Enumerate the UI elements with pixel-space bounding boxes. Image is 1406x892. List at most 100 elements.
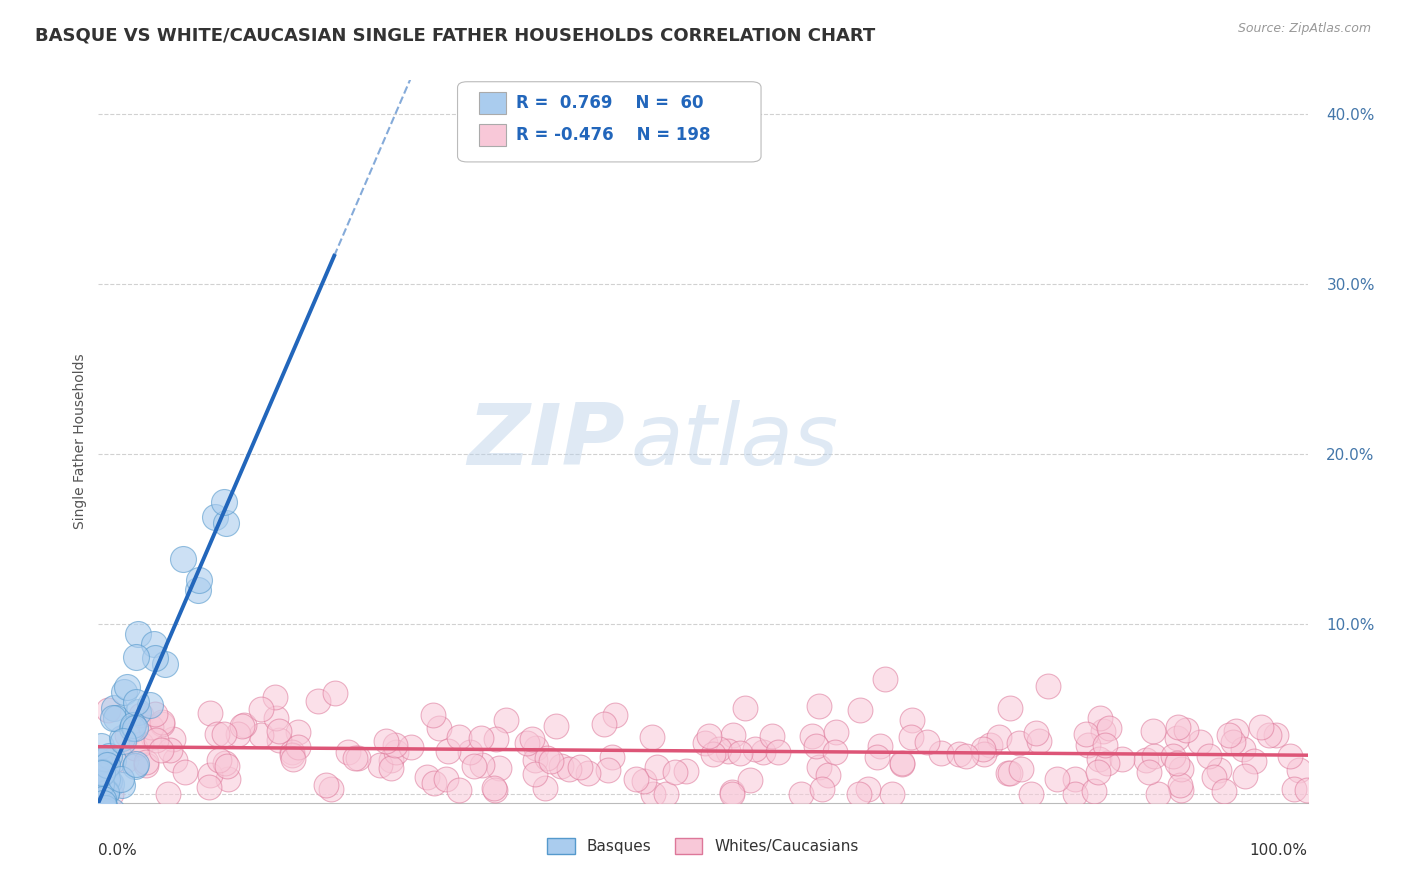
Point <box>233 718 256 732</box>
Point <box>447 783 470 797</box>
Point <box>808 699 831 714</box>
Point <box>212 495 235 509</box>
Point <box>385 745 408 759</box>
Point <box>287 740 309 755</box>
Point <box>135 757 157 772</box>
Point <box>578 765 600 780</box>
Point <box>1213 784 1236 798</box>
Point <box>1170 762 1192 776</box>
Point <box>380 753 402 767</box>
Point <box>212 727 235 741</box>
Point <box>173 764 195 779</box>
Point <box>94 805 117 819</box>
Point <box>534 780 557 795</box>
Point <box>214 516 236 531</box>
Point <box>997 765 1019 780</box>
Text: atlas: atlas <box>630 400 838 483</box>
Point <box>110 772 132 786</box>
Point <box>422 776 444 790</box>
Point <box>101 805 124 819</box>
Point <box>569 760 592 774</box>
FancyBboxPatch shape <box>479 124 506 146</box>
Point <box>544 719 567 733</box>
Point <box>101 753 124 767</box>
Point <box>91 796 114 810</box>
Point <box>655 787 678 801</box>
Point <box>87 805 110 819</box>
Point <box>269 733 291 747</box>
Point <box>1098 721 1121 735</box>
Point <box>90 805 112 819</box>
Point <box>399 739 422 754</box>
Point <box>720 785 742 799</box>
Point <box>1222 735 1244 749</box>
Point <box>1083 784 1105 798</box>
Point <box>520 731 543 746</box>
Point <box>596 764 619 778</box>
Point <box>384 738 406 752</box>
Point <box>89 790 111 805</box>
Point <box>90 800 112 814</box>
Point <box>734 701 756 715</box>
Point <box>766 745 789 759</box>
Point <box>115 753 138 767</box>
Point <box>97 702 120 716</box>
FancyBboxPatch shape <box>457 82 761 162</box>
Point <box>1064 772 1087 786</box>
Point <box>287 725 309 739</box>
Point <box>873 673 896 687</box>
Point <box>806 739 828 753</box>
Point <box>141 731 163 745</box>
Point <box>740 772 762 787</box>
Point <box>1111 752 1133 766</box>
Point <box>207 753 229 767</box>
Point <box>1025 726 1047 740</box>
Point <box>111 778 134 792</box>
Point <box>1218 728 1240 742</box>
Point <box>267 723 290 738</box>
Point <box>100 787 122 801</box>
Point <box>321 781 343 796</box>
Point <box>437 744 460 758</box>
Point <box>1094 738 1116 752</box>
Point <box>973 747 995 761</box>
Point <box>228 727 250 741</box>
Point <box>824 725 846 739</box>
Point <box>343 751 366 765</box>
Point <box>811 782 834 797</box>
Point <box>1091 723 1114 738</box>
Point <box>205 727 228 741</box>
Point <box>94 785 117 799</box>
Point <box>111 731 134 745</box>
Point <box>697 730 720 744</box>
Point <box>250 728 273 742</box>
Point <box>675 764 697 779</box>
Point <box>124 759 146 773</box>
Point <box>96 758 118 772</box>
Point <box>122 717 145 731</box>
Point <box>94 783 117 797</box>
Point <box>728 746 751 760</box>
Point <box>103 701 125 715</box>
Point <box>96 772 118 786</box>
Point <box>540 754 562 768</box>
Point <box>125 650 148 665</box>
Point <box>1202 770 1225 784</box>
Text: R =  0.769    N =  60: R = 0.769 N = 60 <box>516 94 703 112</box>
Point <box>112 685 135 699</box>
Point <box>647 760 669 774</box>
Point <box>1170 783 1192 797</box>
Point <box>283 752 305 766</box>
Point <box>891 757 914 772</box>
Point <box>117 680 139 694</box>
Point <box>1087 765 1109 780</box>
Point <box>131 708 153 723</box>
Point <box>281 748 304 763</box>
Point <box>866 749 889 764</box>
Point <box>143 637 166 651</box>
Point <box>434 772 457 786</box>
Point <box>250 701 273 715</box>
Point <box>524 767 547 781</box>
Point <box>121 721 143 735</box>
Point <box>744 742 766 756</box>
